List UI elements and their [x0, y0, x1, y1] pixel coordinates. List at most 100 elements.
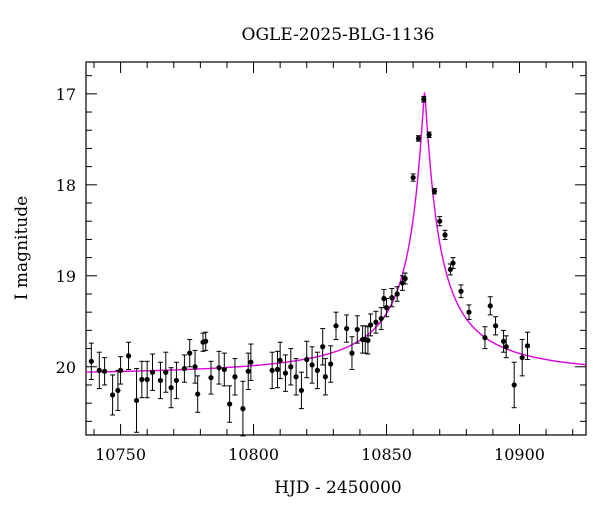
point-marker	[96, 367, 102, 374]
x-tick-label: 10850	[361, 445, 412, 464]
point-marker	[109, 392, 116, 398]
data-point	[415, 135, 422, 142]
data-point	[192, 349, 198, 384]
data-point	[322, 358, 328, 396]
data-point	[511, 361, 517, 409]
data-point	[503, 335, 509, 359]
point-marker	[503, 344, 509, 350]
data-point	[144, 360, 150, 399]
point-marker	[482, 335, 488, 341]
data-point	[373, 310, 379, 334]
data-point	[333, 311, 339, 340]
point-marker	[293, 374, 299, 380]
point-marker	[492, 323, 499, 329]
point-marker	[240, 406, 246, 412]
data-point	[344, 314, 350, 343]
x-tick-label: 10800	[228, 445, 279, 464]
data-point	[314, 351, 320, 390]
data-point	[304, 340, 310, 379]
data-point	[149, 353, 156, 391]
data-point	[221, 352, 227, 387]
point-marker	[245, 368, 251, 374]
chart-title: OGLE-2025-BLG-1136	[242, 25, 435, 45]
point-marker	[354, 326, 360, 333]
point-marker	[314, 367, 320, 374]
point-marker	[181, 365, 188, 372]
point-marker	[163, 369, 169, 375]
point-marker	[203, 338, 209, 344]
point-marker	[115, 387, 121, 394]
point-marker	[447, 266, 453, 273]
data-point	[309, 346, 315, 384]
data-point	[133, 368, 140, 433]
point-marker	[88, 358, 94, 364]
data-point	[227, 385, 233, 423]
data-point	[187, 338, 193, 368]
point-marker	[157, 377, 164, 384]
plot-area	[85, 61, 587, 437]
point-marker	[125, 353, 132, 359]
point-marker	[421, 96, 427, 102]
point-marker	[195, 391, 201, 397]
x-tick-label: 10900	[494, 445, 545, 464]
point-marker	[399, 280, 406, 286]
data-point	[195, 375, 201, 413]
y-tick-labels: 17 18 19 20	[56, 85, 76, 377]
point-marker	[117, 367, 124, 374]
data-point	[293, 358, 299, 396]
point-marker	[304, 356, 310, 363]
point-marker	[524, 343, 531, 349]
data-point	[402, 272, 408, 285]
point-marker	[288, 364, 294, 370]
point-marker	[378, 315, 384, 322]
data-point	[394, 286, 400, 302]
data-point	[381, 288, 387, 309]
data-point	[173, 361, 180, 400]
point-marker	[322, 374, 328, 380]
point-marker	[402, 275, 408, 282]
data-point	[168, 367, 174, 409]
data-point	[102, 357, 108, 386]
point-marker	[320, 344, 326, 350]
data-point	[383, 298, 390, 318]
point-marker	[367, 322, 374, 328]
data-point	[139, 360, 145, 399]
data-point	[482, 326, 488, 350]
data-point	[426, 131, 432, 139]
y-tick-label: 19	[56, 267, 76, 286]
data-point	[288, 348, 294, 386]
point-marker	[383, 305, 390, 311]
point-marker	[139, 376, 145, 383]
model-curve	[85, 92, 587, 373]
data-point	[378, 307, 384, 330]
point-marker	[511, 382, 517, 388]
data-point	[365, 326, 371, 355]
x-tick-labels: 10750 10800 10850 10900	[95, 445, 545, 464]
data-point	[421, 96, 427, 103]
data-point	[181, 354, 188, 383]
data-point	[245, 352, 251, 391]
point-marker	[410, 174, 416, 181]
point-marker	[519, 355, 525, 361]
plot-frame	[85, 61, 587, 436]
point-marker	[232, 374, 238, 380]
point-marker	[133, 397, 140, 404]
point-marker	[168, 385, 174, 391]
data-point	[349, 336, 355, 370]
point-marker	[208, 375, 214, 381]
y-tick-label: 17	[56, 85, 76, 104]
point-marker	[458, 288, 464, 294]
data-point	[450, 257, 456, 270]
y-tick-label: 20	[56, 358, 76, 377]
data-point	[298, 371, 305, 410]
data-point	[240, 380, 246, 437]
point-marker	[187, 350, 193, 356]
point-marker	[426, 132, 432, 138]
point-marker	[282, 370, 289, 376]
point-marker	[344, 325, 350, 332]
point-marker	[328, 361, 334, 367]
data-point	[328, 345, 334, 383]
point-marker	[365, 337, 371, 343]
data-point	[216, 350, 222, 385]
